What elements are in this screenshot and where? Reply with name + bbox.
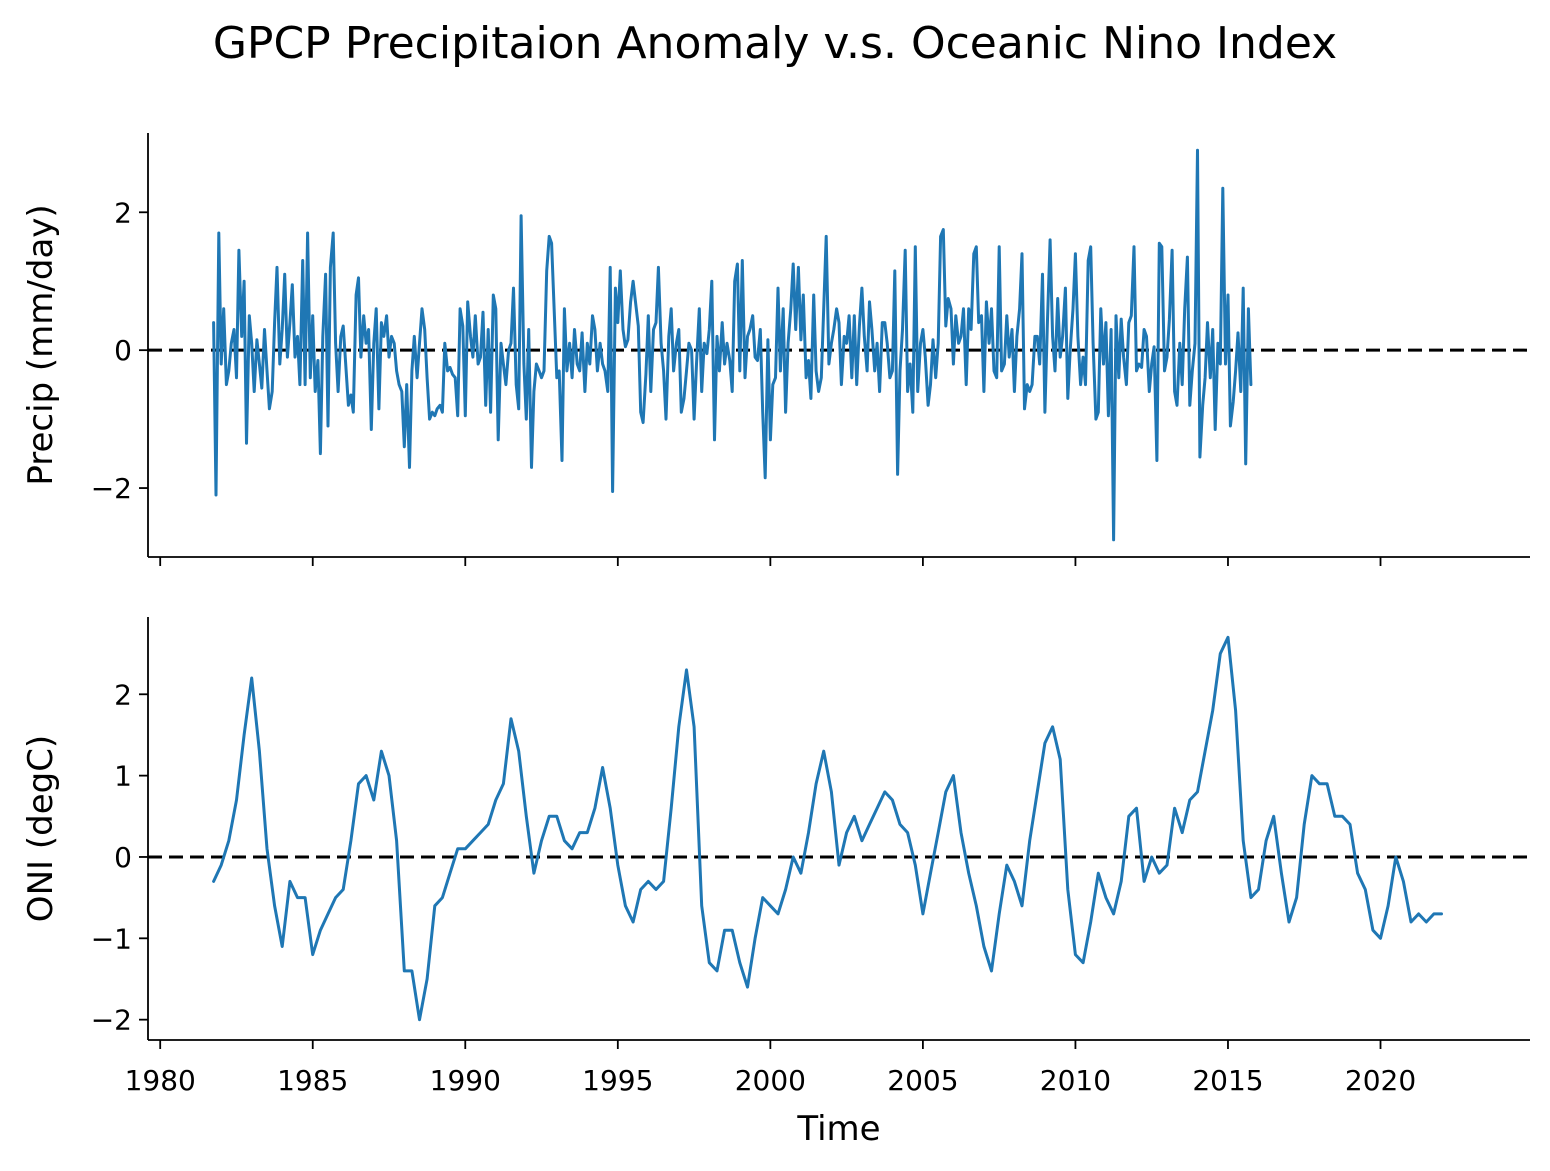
oni-x-tick-label: 1980 bbox=[125, 1064, 196, 1097]
oni-y-tick-label: −1 bbox=[91, 922, 132, 955]
precip-y-axis-label: Precip (mm/day) bbox=[21, 204, 61, 485]
precip-y-tick-label: −2 bbox=[91, 472, 132, 505]
oni-y-tick-label: 2 bbox=[114, 678, 132, 711]
oni-y-tick-label: −2 bbox=[91, 1004, 132, 1037]
oni-x-ticks: 1980 1985 1990 1995 2000 2005 2010 2015 2020 bbox=[125, 1040, 1416, 1097]
precip-y-tick-label: 2 bbox=[114, 196, 132, 229]
precip-series-line bbox=[212, 148, 1253, 542]
precip-panel: −2 0 2 Precip (mm/day) bbox=[21, 133, 1530, 566]
oni-y-tick-label: 1 bbox=[114, 760, 132, 793]
precip-y-tick-label: 0 bbox=[114, 334, 132, 367]
chart-title: GPCP Precipitaion Anomaly v.s. Oceanic N… bbox=[213, 18, 1337, 69]
oni-series-line bbox=[212, 635, 1443, 1022]
oni-x-tick-label: 2010 bbox=[1040, 1064, 1111, 1097]
oni-y-axis-label: ONI (degC) bbox=[21, 735, 61, 922]
x-axis-label: Time bbox=[796, 1109, 880, 1149]
oni-x-tick-label: 2005 bbox=[887, 1064, 958, 1097]
precip-x-ticks bbox=[159, 557, 1382, 566]
oni-x-tick-label: 1995 bbox=[582, 1064, 653, 1097]
oni-y-tick-label: 0 bbox=[114, 841, 132, 874]
oni-x-tick-label: 2015 bbox=[1192, 1064, 1263, 1097]
precip-y-ticks: −2 0 2 bbox=[91, 196, 148, 505]
oni-x-tick-label: 2020 bbox=[1345, 1064, 1416, 1097]
oni-x-tick-label: 1985 bbox=[277, 1064, 348, 1097]
oni-panel: −2 −1 0 1 2 1980 1985 1990 1995 2000 2005 2010 2015… bbox=[21, 617, 1530, 1097]
oni-y-ticks: −2 −1 0 1 2 bbox=[91, 678, 148, 1037]
oni-x-tick-label: 2000 bbox=[735, 1064, 806, 1097]
oni-x-tick-label: 1990 bbox=[430, 1064, 501, 1097]
